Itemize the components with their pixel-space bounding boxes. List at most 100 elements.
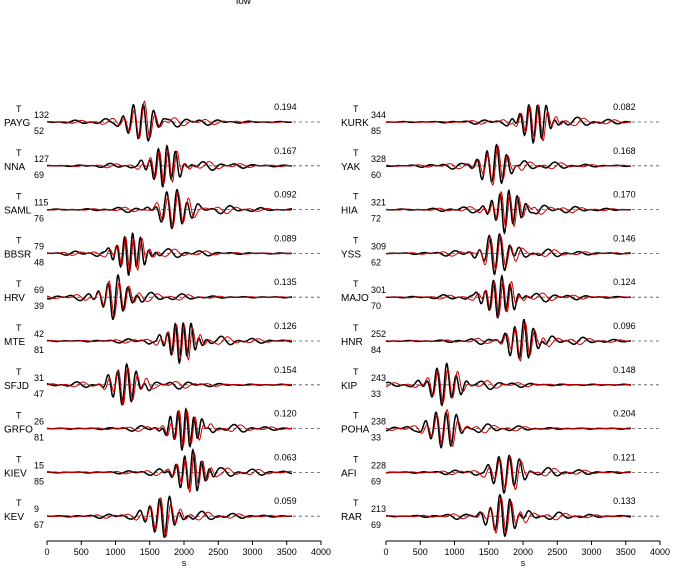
trace-row-hia (386, 188, 660, 235)
azimuth-label: 321 (371, 198, 386, 208)
distance-label: 69 (34, 170, 44, 180)
header-text: low (236, 0, 252, 7)
x-tick-label: 500 (74, 547, 89, 557)
distance-label: 39 (34, 301, 44, 311)
amplitude-value: 0.204 (613, 409, 636, 419)
component-label: T (16, 148, 22, 158)
synthetic-trace (47, 149, 292, 185)
distance-label: 47 (34, 389, 44, 399)
distance-label: 69 (371, 520, 381, 530)
x-tick-label: 3000 (581, 547, 601, 557)
x-tick-label: 4000 (311, 547, 331, 557)
station-name: HNR (341, 337, 363, 348)
trace-row-rar (385, 493, 660, 538)
amplitude-value: 0.154 (274, 365, 297, 375)
x-tick-label: 0 (383, 547, 388, 557)
station-name: NNA (4, 162, 25, 173)
observed-trace (46, 103, 292, 142)
distance-label: 72 (371, 214, 381, 224)
amplitude-value: 0.135 (274, 277, 297, 287)
amplitude-value: 0.059 (274, 496, 297, 506)
azimuth-label: 127 (34, 154, 49, 164)
x-axis-label: s (521, 558, 526, 568)
observed-trace (385, 232, 631, 276)
component-label: T (353, 454, 359, 464)
amplitude-value: 0.168 (613, 146, 636, 156)
amplitude-value: 0.096 (613, 321, 636, 331)
synthetic-trace (46, 451, 293, 493)
azimuth-label: 31 (34, 373, 44, 383)
observed-trace (47, 322, 292, 365)
azimuth-label: 69 (34, 285, 44, 295)
station-name: SFJD (4, 381, 29, 392)
azimuth-label: 115 (34, 198, 48, 208)
observed-trace (386, 493, 632, 538)
synthetic-trace (385, 408, 632, 448)
azimuth-label: 301 (371, 285, 386, 295)
observed-trace (47, 362, 292, 406)
synthetic-trace (385, 145, 632, 186)
x-axis-label: s (182, 558, 187, 568)
observed-trace (46, 273, 293, 321)
distance-label: 33 (371, 389, 381, 399)
azimuth-label: 252 (371, 329, 386, 339)
component-label: T (353, 192, 359, 202)
component-label: T (16, 323, 22, 333)
station-name: HIA (341, 206, 358, 217)
station-name: KURK (341, 118, 369, 129)
synthetic-trace (385, 496, 632, 534)
synthetic-trace (47, 100, 292, 139)
distance-label: 85 (34, 476, 44, 486)
amplitude-value: 0.126 (274, 321, 297, 331)
observed-trace (47, 448, 293, 492)
component-label: T (353, 279, 359, 289)
observed-trace (47, 495, 292, 539)
amplitude-value: 0.120 (274, 409, 297, 419)
synthetic-trace (386, 321, 631, 362)
trace-row-sfjd (46, 362, 321, 406)
component-label: T (16, 235, 22, 245)
amplitude-value: 0.146 (613, 233, 636, 243)
distance-label: 67 (34, 520, 44, 530)
azimuth-label: 79 (34, 241, 44, 251)
distance-label: 84 (371, 345, 381, 355)
trace-row-bbsr (46, 232, 321, 276)
amplitude-value: 0.089 (274, 233, 297, 243)
synthetic-trace (386, 190, 632, 229)
station-name: PAYG (4, 118, 31, 129)
component-label: T (16, 367, 22, 377)
synthetic-trace (47, 410, 293, 447)
observed-trace (47, 188, 292, 230)
component-label: T (16, 411, 22, 421)
trace-row-yak (385, 143, 660, 186)
x-tick-label: 2500 (208, 547, 228, 557)
component-label: T (16, 104, 22, 114)
trace-row-majo (385, 274, 660, 319)
azimuth-label: 213 (371, 504, 386, 514)
station-name: KEV (4, 512, 24, 523)
distance-label: 33 (371, 433, 381, 443)
station-name: MTE (4, 337, 25, 348)
distance-label: 81 (34, 345, 44, 355)
x-tick-label: 3000 (242, 547, 262, 557)
station-name: SAML (4, 206, 32, 217)
synthetic-trace (46, 280, 292, 318)
synthetic-trace (385, 104, 631, 142)
azimuth-label: 328 (371, 154, 386, 164)
azimuth-label: 228 (371, 460, 386, 470)
x-tick-label: 3500 (277, 547, 297, 557)
trace-row-kurk (385, 104, 660, 145)
x-tick-label: 0 (44, 547, 49, 557)
synthetic-trace (47, 323, 293, 361)
x-tick-label: 1500 (140, 547, 160, 557)
distance-label: 76 (34, 214, 44, 224)
trace-row-kiev (46, 448, 321, 493)
synthetic-trace (386, 455, 632, 491)
station-name: AFI (341, 468, 357, 479)
x-tick-label: 1000 (105, 547, 125, 557)
azimuth-label: 9 (34, 504, 39, 514)
station-name: BBSR (4, 249, 31, 260)
amplitude-value: 0.063 (274, 452, 297, 462)
x-tick-label: 1000 (444, 547, 464, 557)
